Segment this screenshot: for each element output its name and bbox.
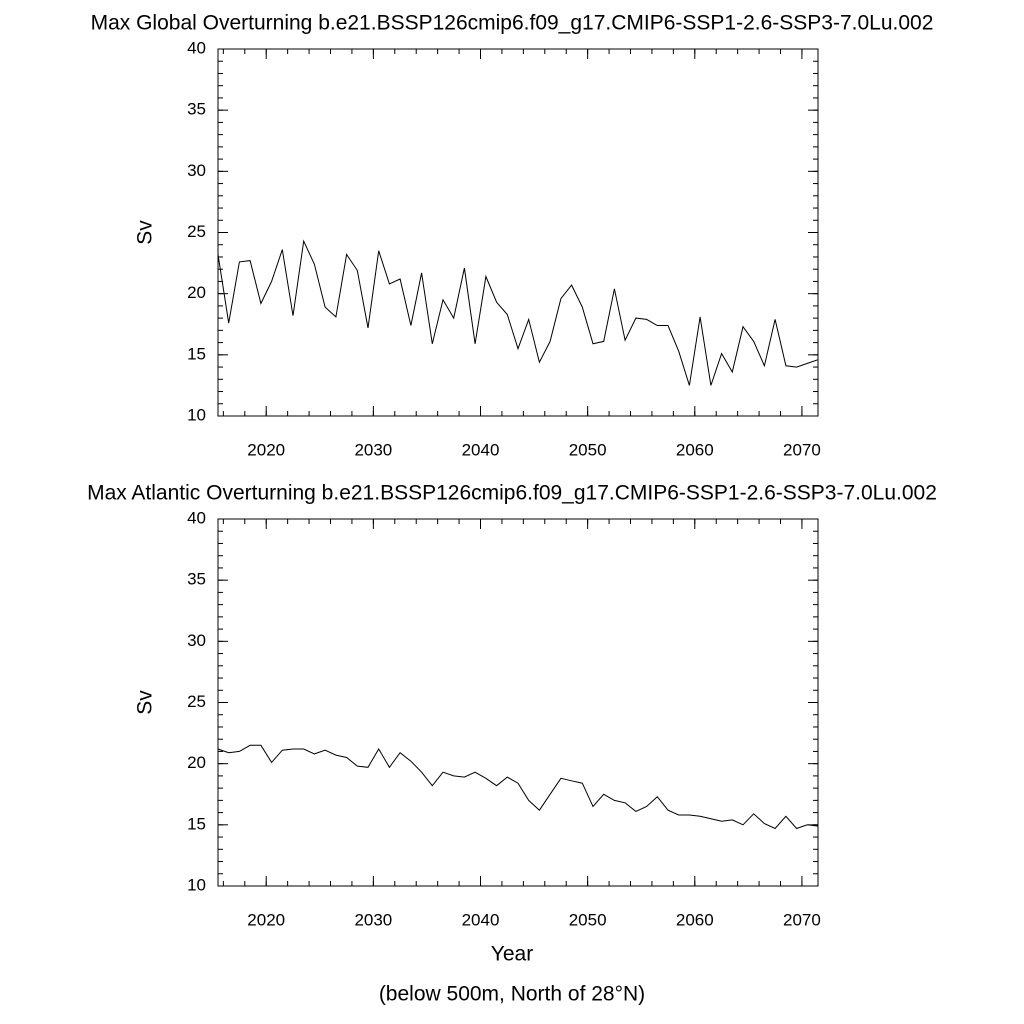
chart-title: Max Global Overturning b.e21.BSSP126cmip… bbox=[91, 12, 934, 35]
y-tick-label: 20 bbox=[187, 753, 206, 772]
x-tick-label: 2030 bbox=[354, 440, 392, 459]
y-tick-label: 40 bbox=[187, 38, 206, 57]
x-tick-label: 2030 bbox=[354, 910, 392, 929]
y-axis-label: Sv bbox=[134, 220, 157, 245]
x-tick-label: 2020 bbox=[247, 440, 285, 459]
x-tick-label: 2020 bbox=[247, 910, 285, 929]
y-tick-label: 25 bbox=[187, 692, 206, 711]
y-tick-label: 20 bbox=[187, 283, 206, 302]
x-tick-label: 2070 bbox=[783, 440, 821, 459]
y-tick-label: 25 bbox=[187, 222, 206, 241]
x-tick-label: 2060 bbox=[676, 440, 714, 459]
x-tick-label: 2040 bbox=[462, 910, 500, 929]
data-line bbox=[217, 239, 819, 386]
annotation: (below 500m, North of 28°N) bbox=[379, 983, 645, 1006]
y-axis-label: Sv bbox=[134, 690, 157, 715]
x-tick-label: 2050 bbox=[569, 910, 607, 929]
y-tick-label: 35 bbox=[187, 570, 206, 589]
y-tick-label: 30 bbox=[187, 631, 206, 650]
y-tick-label: 15 bbox=[187, 344, 206, 363]
y-tick-label: 10 bbox=[187, 875, 206, 894]
y-tick-label: 15 bbox=[187, 814, 206, 833]
x-tick-label: 2040 bbox=[462, 440, 500, 459]
y-tick-label: 10 bbox=[187, 405, 206, 424]
x-tick-label: 2060 bbox=[676, 910, 714, 929]
y-tick-label: 35 bbox=[187, 100, 206, 119]
y-tick-label: 40 bbox=[187, 508, 206, 527]
plot-frame bbox=[217, 518, 819, 887]
data-line bbox=[217, 744, 819, 830]
y-tick-label: 30 bbox=[187, 161, 206, 180]
chart-title: Max Atlantic Overturning b.e21.BSSP126cm… bbox=[87, 482, 937, 505]
x-tick-label: 2050 bbox=[569, 440, 607, 459]
plot-frame bbox=[217, 48, 819, 417]
x-tick-label: 2070 bbox=[783, 910, 821, 929]
x-axis-label: Year bbox=[491, 943, 533, 966]
